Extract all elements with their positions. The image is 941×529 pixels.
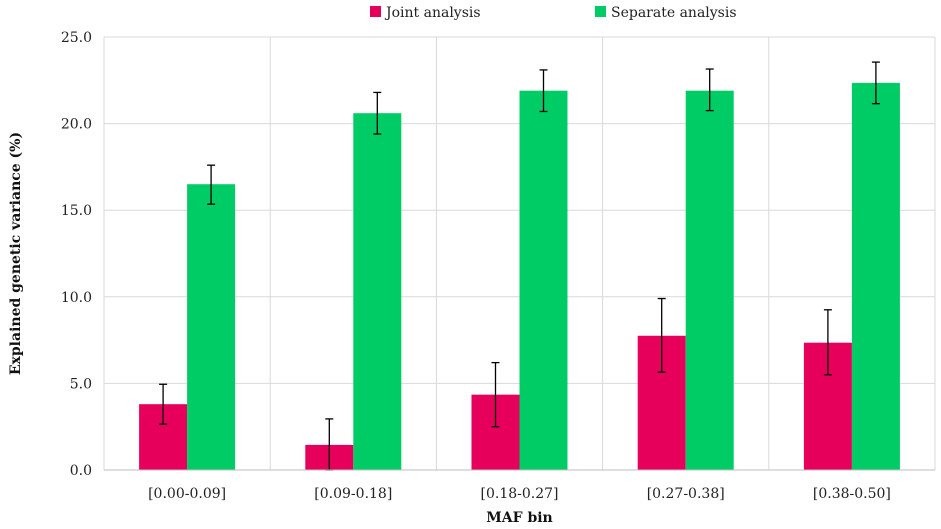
y-tick-label-1: 5.0 — [70, 376, 92, 392]
bar-separate-4 — [851, 82, 900, 470]
y-tick-label-2: 10.0 — [61, 290, 92, 306]
bars — [139, 82, 900, 470]
legend-swatch-separate — [595, 6, 606, 17]
y-axis-title: Explained genetic variance (%) — [8, 132, 24, 375]
bar-separate-3 — [685, 90, 734, 470]
legend: Joint analysis Separate analysis — [370, 5, 737, 21]
y-tick-label-4: 20.0 — [61, 117, 92, 133]
legend-label-joint: Joint analysis — [384, 5, 481, 21]
x-axis-title: MAF bin — [486, 510, 552, 526]
bar-separate-2 — [519, 90, 568, 470]
x-tick-label-4: [0.38-0.50] — [813, 486, 891, 502]
y-tick-label-0: 0.0 — [70, 463, 92, 479]
legend-label-separate: Separate analysis — [611, 5, 737, 21]
bar-separate-0 — [187, 184, 236, 470]
y-tick-label-3: 15.0 — [61, 203, 92, 219]
legend-swatch-joint — [370, 6, 381, 17]
x-tick-label-3: [0.27-0.38] — [647, 486, 725, 502]
x-tick-label-0: [0.00-0.09] — [148, 486, 226, 502]
x-tick-label-1: [0.09-0.18] — [314, 486, 392, 502]
axes: 0.0 5.0 10.0 15.0 20.0 25.0 [0.00-0.09] [0.09-0… — [61, 30, 935, 502]
y-tick-label-5: 25.0 — [61, 30, 92, 46]
error-bars — [159, 61, 880, 471]
bar-separate-1 — [353, 113, 402, 470]
gridlines — [103, 36, 936, 470]
x-tick-label-2: [0.18-0.27] — [481, 486, 559, 502]
